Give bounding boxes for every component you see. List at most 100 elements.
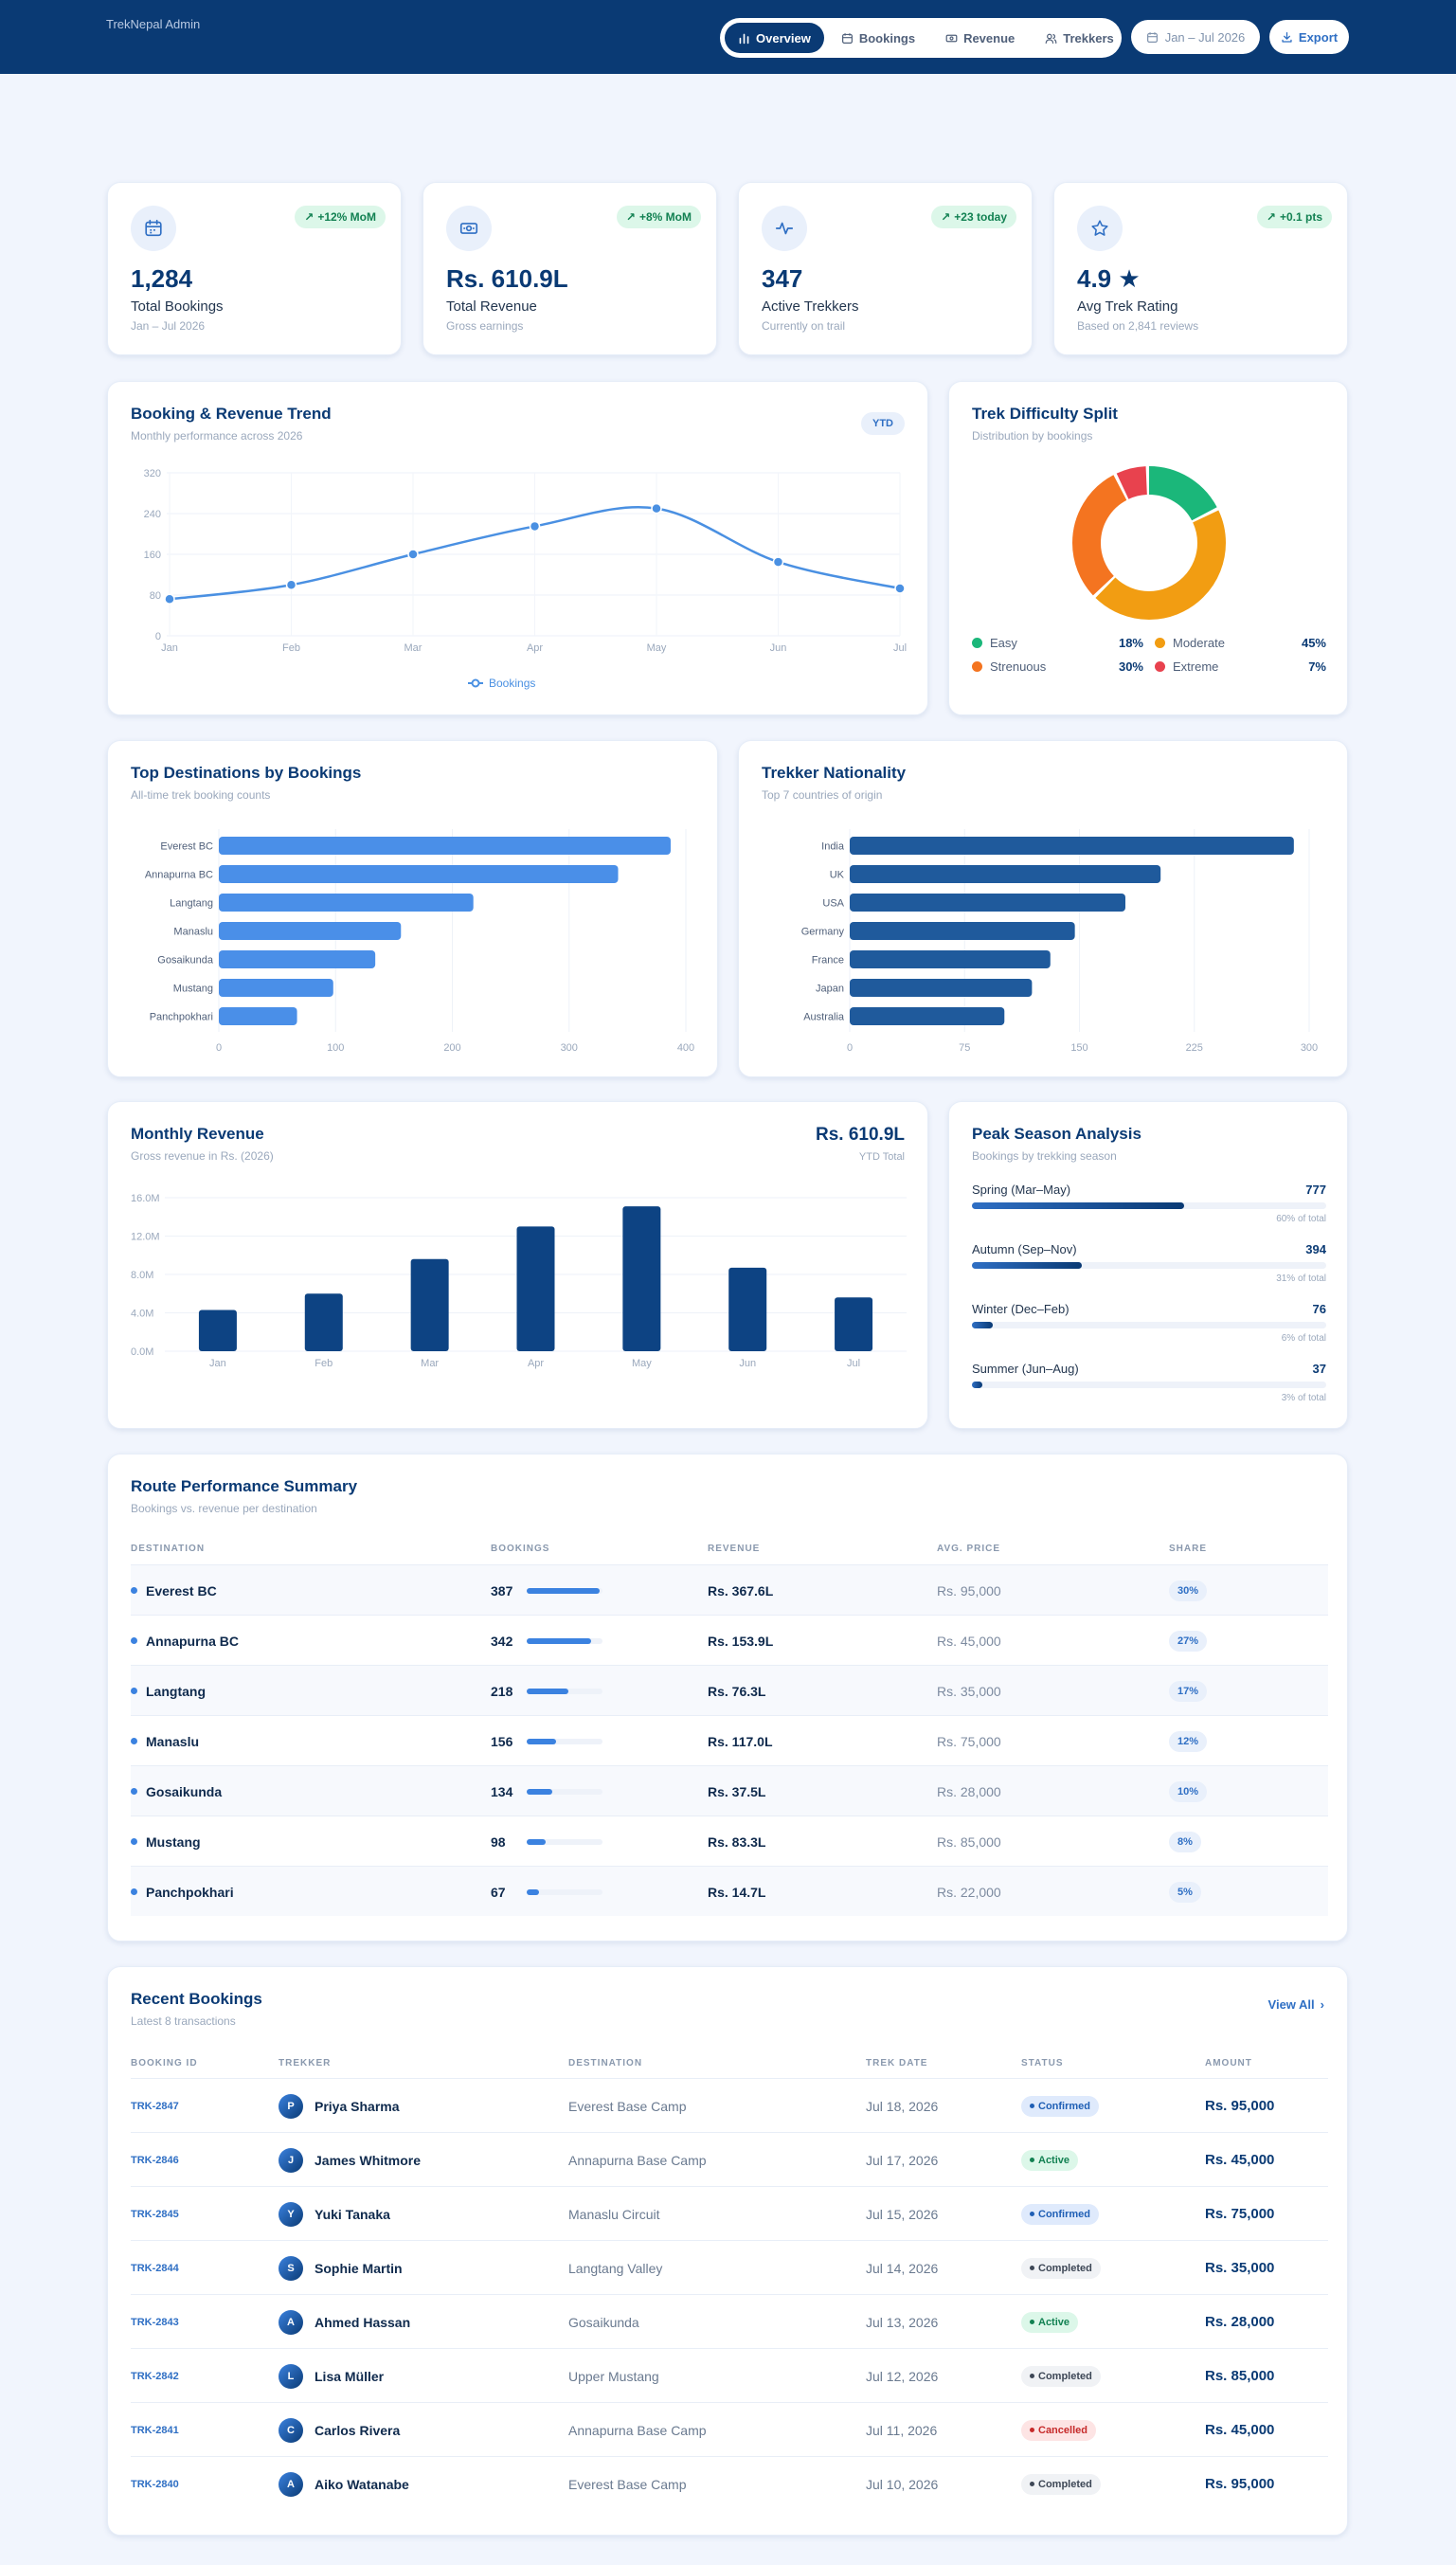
booking-id-link[interactable]: TRK-2841 <box>131 2424 179 2436</box>
bar-india[interactable] <box>850 837 1294 855</box>
data-point[interactable] <box>651 502 662 515</box>
bookings-cell: 342 <box>491 1616 602 1666</box>
bar-everest-bc[interactable] <box>219 837 671 855</box>
column-header[interactable]: BOOKING ID <box>131 2058 198 2068</box>
booking-id-link[interactable]: TRK-2843 <box>131 2316 179 2328</box>
data-point[interactable] <box>894 583 906 594</box>
revenue-bar-jun[interactable] <box>728 1267 767 1351</box>
donut-slice-moderate[interactable] <box>1072 466 1226 620</box>
column-header[interactable]: SHARE <box>1169 1544 1208 1554</box>
kpi-label: Active Trekkers <box>762 298 859 315</box>
nav-bookings[interactable]: Bookings <box>828 23 928 53</box>
x-tick-label: 150 <box>1070 1042 1088 1054</box>
table-row[interactable]: Mustang 98 Rs. 83.3L Rs. 85,000 8% <box>131 1815 1328 1866</box>
booking-id-link[interactable]: TRK-2847 <box>131 2100 179 2112</box>
table-row[interactable]: TRK-2841 C Carlos Rivera Annapurna Base Cam… <box>131 2402 1328 2456</box>
revenue-cell: Rs. 117.0L <box>708 1716 773 1766</box>
column-header[interactable]: BOOKINGS <box>491 1544 550 1554</box>
view-all-link[interactable]: View All › <box>1268 1997 1324 2012</box>
table-row[interactable]: Gosaikunda 134 Rs. 37.5L Rs. 28,000 10% <box>131 1765 1328 1815</box>
table-row[interactable]: Manaslu 156 Rs. 117.0L Rs. 75,000 12% <box>131 1715 1328 1765</box>
donut-slice-strenuous[interactable] <box>1072 466 1226 620</box>
legend-item: Extreme 7% <box>1155 659 1326 674</box>
export-button[interactable]: Export <box>1269 20 1349 54</box>
legend-item: Easy 18% <box>972 636 1143 650</box>
table-row[interactable]: TRK-2842 L Lisa Müller Upper Mustang Jul 12,… <box>131 2348 1328 2402</box>
column-header[interactable]: STATUS <box>1021 2058 1064 2068</box>
bar-gosaikunda[interactable] <box>219 950 376 968</box>
bookings-bar-fill <box>527 1888 540 1895</box>
x-tick-label: Mar <box>421 1358 439 1369</box>
trek-date-cell: Jul 18, 2026 <box>866 2079 938 2133</box>
top-bar: TrekNepal Admin Overview Bookings Revenu… <box>0 0 1456 74</box>
table-row[interactable]: TRK-2847 P Priya Sharma Everest Base Camp Ju… <box>131 2078 1328 2132</box>
bar-france[interactable] <box>850 950 1051 968</box>
bullet-dot <box>131 1688 137 1694</box>
revenue-bar-feb[interactable] <box>304 1293 343 1351</box>
data-point[interactable] <box>529 520 541 533</box>
table-row[interactable]: TRK-2844 S Sophie Martin Langtang Valley Jul… <box>131 2240 1328 2294</box>
season-track <box>972 1382 1326 1388</box>
column-header[interactable]: DESTINATION <box>568 2058 643 2068</box>
nav-overview[interactable]: Overview <box>725 23 824 53</box>
x-tick-label: Feb <box>315 1358 333 1369</box>
category-label: India <box>821 841 845 853</box>
column-header[interactable]: TREKKER <box>279 2058 332 2068</box>
revenue-bar-jan[interactable] <box>198 1310 237 1351</box>
bar-panchpokhari[interactable] <box>219 1007 297 1025</box>
revenue-bar-may[interactable] <box>622 1206 661 1351</box>
x-tick-label: Apr <box>528 1358 544 1369</box>
booking-id-link[interactable]: TRK-2845 <box>131 2208 179 2220</box>
table-row[interactable]: Everest BC 387 Rs. 367.6L Rs. 95,000 30% <box>131 1564 1328 1615</box>
donut-slice-easy[interactable] <box>1072 466 1226 620</box>
destination-name: Panchpokhari <box>146 1884 234 1900</box>
data-point[interactable] <box>407 549 419 560</box>
ytd-pill[interactable]: YTD <box>861 412 905 435</box>
column-header[interactable]: TREK DATE <box>866 2058 928 2068</box>
x-tick-label: May <box>632 1358 652 1369</box>
kpi-icon-wrap <box>131 206 176 251</box>
table-row[interactable]: Panchpokhari 67 Rs. 14.7L Rs. 22,000 5% <box>131 1866 1328 1916</box>
table-row[interactable]: TRK-2843 A Ahmed Hassan Gosaikunda Jul 13, 2… <box>131 2294 1328 2348</box>
booking-id-link[interactable]: TRK-2840 <box>131 2478 179 2490</box>
x-tick-label: 400 <box>677 1042 694 1054</box>
booking-id-link[interactable]: TRK-2846 <box>131 2154 179 2166</box>
booking-id-link[interactable]: TRK-2842 <box>131 2370 179 2382</box>
revenue-bar-apr[interactable] <box>516 1226 555 1351</box>
table-row[interactable]: Annapurna BC 342 Rs. 153.9L Rs. 45,000 27% <box>131 1615 1328 1665</box>
bar-manaslu[interactable] <box>219 922 402 940</box>
status-badge: Completed <box>1021 2365 1101 2387</box>
column-header[interactable]: AMOUNT <box>1205 2058 1252 2068</box>
category-label: UK <box>830 870 845 881</box>
table-row[interactable]: TRK-2845 Y Yuki Tanaka Manaslu Circuit Jul 1… <box>131 2186 1328 2240</box>
bar-australia[interactable] <box>850 1007 1005 1025</box>
booking-id-link[interactable]: TRK-2844 <box>131 2262 179 2274</box>
bar-japan[interactable] <box>850 979 1033 997</box>
table-row[interactable]: Langtang 218 Rs. 76.3L Rs. 35,000 17% <box>131 1665 1328 1715</box>
peak-season-card: Peak Season Analysis Bookings by trekkin… <box>948 1101 1348 1429</box>
booking-id-cell: TRK-2845 <box>131 2187 179 2241</box>
bar-usa[interactable] <box>850 894 1125 912</box>
bar-germany[interactable] <box>850 922 1075 940</box>
data-point[interactable] <box>164 593 175 605</box>
date-range-picker[interactable]: Jan – Jul 2026 <box>1131 20 1260 54</box>
bar-mustang[interactable] <box>219 979 333 997</box>
column-header[interactable]: REVENUE <box>708 1544 761 1554</box>
revenue-bar-mar[interactable] <box>410 1258 449 1351</box>
column-header[interactable]: DESTINATION <box>131 1544 206 1554</box>
table-row[interactable]: TRK-2840 A Aiko Watanabe Everest Base Camp J… <box>131 2456 1328 2510</box>
share-badge: 8% <box>1169 1831 1201 1852</box>
nav-revenue[interactable]: Revenue <box>932 23 1028 53</box>
table-row[interactable]: TRK-2846 J James Whitmore Annapurna Base Ca… <box>131 2132 1328 2186</box>
column-header[interactable]: AVG. PRICE <box>937 1544 1001 1554</box>
revenue-bar-jul[interactable] <box>835 1297 873 1351</box>
bar-uk[interactable] <box>850 865 1161 883</box>
data-point[interactable] <box>772 556 784 568</box>
status-cell: Completed <box>1021 2457 1101 2511</box>
bar-annapurna-bc[interactable] <box>219 865 619 883</box>
nav-trekkers[interactable]: Trekkers <box>1032 23 1127 53</box>
kpi-badge-text: +23 today <box>954 210 1007 224</box>
season-value: 777 <box>1305 1183 1326 1197</box>
data-point[interactable] <box>285 579 297 590</box>
bar-langtang[interactable] <box>219 894 474 912</box>
